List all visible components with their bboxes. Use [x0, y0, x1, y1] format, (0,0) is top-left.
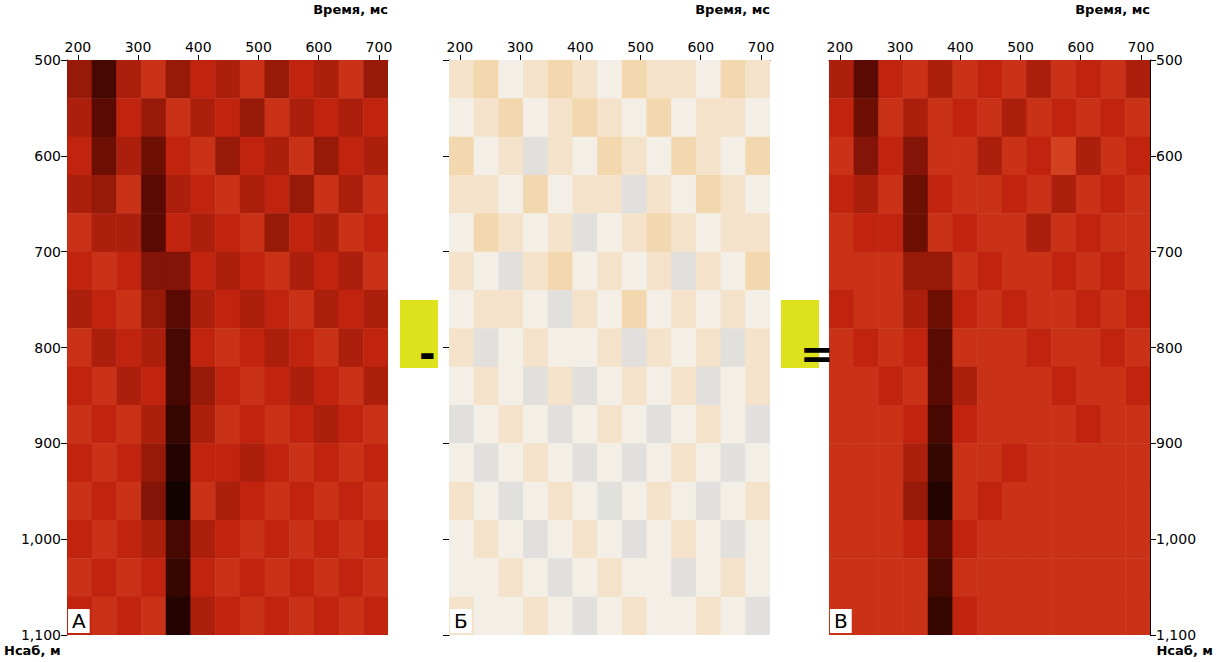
svg-text:200: 200: [64, 39, 91, 55]
svg-text:600: 600: [1067, 39, 1094, 55]
svg-text:900: 900: [34, 435, 61, 451]
svg-text:800: 800: [34, 340, 61, 356]
svg-text:700: 700: [1156, 244, 1183, 260]
svg-text:200: 200: [446, 39, 473, 55]
svg-text:1,100: 1,100: [1156, 627, 1196, 643]
svg-text:300: 300: [125, 39, 152, 55]
svg-text:500: 500: [1007, 39, 1034, 55]
svg-text:300: 300: [887, 39, 914, 55]
svg-text:500: 500: [34, 52, 61, 68]
svg-text:-: -: [419, 331, 436, 377]
svg-text:=: =: [800, 331, 834, 377]
svg-text:500: 500: [245, 39, 272, 55]
svg-text:А: А: [72, 609, 86, 633]
svg-text:500: 500: [627, 39, 654, 55]
svg-text:1,000: 1,000: [1156, 531, 1196, 547]
svg-text:400: 400: [947, 39, 974, 55]
svg-text:700: 700: [1128, 39, 1155, 55]
svg-text:700: 700: [34, 244, 61, 260]
svg-text:400: 400: [185, 39, 212, 55]
svg-text:1,000: 1,000: [21, 531, 61, 547]
svg-text:300: 300: [507, 39, 534, 55]
svg-text:600: 600: [687, 39, 714, 55]
svg-text:1,100: 1,100: [21, 627, 61, 643]
svg-text:600: 600: [305, 39, 332, 55]
svg-text:700: 700: [748, 39, 775, 55]
svg-text:500: 500: [1156, 52, 1183, 68]
svg-text:Нсаб, м: Нсаб, м: [1156, 643, 1213, 658]
svg-text:Время, мс: Время, мс: [313, 2, 388, 17]
svg-text:200: 200: [826, 39, 853, 55]
svg-text:600: 600: [1156, 148, 1183, 164]
svg-text:Время, мс: Время, мс: [1075, 2, 1150, 17]
svg-text:В: В: [834, 609, 848, 633]
svg-text:400: 400: [567, 39, 594, 55]
svg-text:900: 900: [1156, 435, 1183, 451]
svg-text:700: 700: [366, 39, 393, 55]
svg-text:800: 800: [1156, 340, 1183, 356]
svg-text:600: 600: [34, 148, 61, 164]
svg-text:Б: Б: [454, 609, 468, 633]
svg-text:Время, мс: Время, мс: [695, 2, 770, 17]
svg-text:Нсаб, м: Нсаб, м: [4, 643, 61, 658]
